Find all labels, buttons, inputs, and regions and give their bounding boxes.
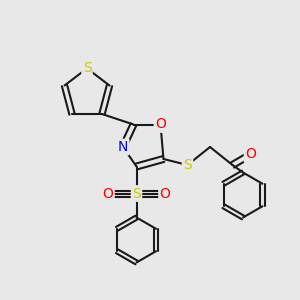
Text: O: O: [103, 187, 113, 200]
Text: O: O: [155, 118, 166, 131]
Text: O: O: [160, 187, 170, 200]
Text: N: N: [118, 140, 128, 154]
Text: S: S: [132, 187, 141, 200]
Text: S: S: [82, 61, 91, 75]
Text: S: S: [183, 158, 192, 172]
Text: O: O: [245, 148, 256, 161]
